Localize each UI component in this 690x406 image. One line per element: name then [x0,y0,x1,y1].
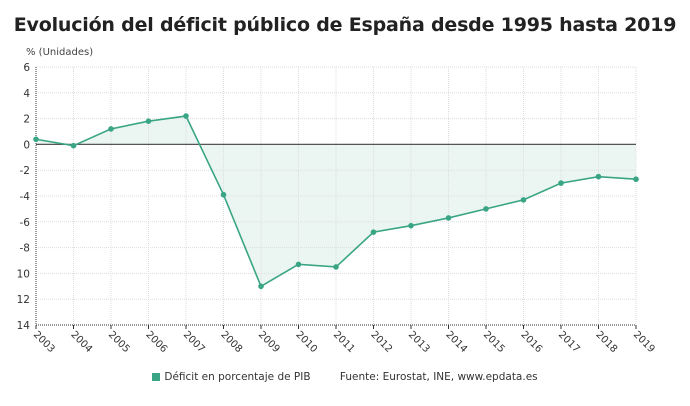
x-tick-label: 2009 [256,329,282,355]
x-tick-label: 2008 [218,329,244,355]
x-tick-label: 2010 [293,329,319,355]
x-tick-label: 2012 [368,329,394,355]
y-tick-label: 14 [17,320,31,332]
x-tick-label: 2006 [143,329,169,355]
x-tick-label: 2007 [181,329,207,355]
legend-swatch [152,373,161,381]
y-tick-label: -8 [20,243,30,255]
y-tick-label: -4 [20,191,31,203]
x-tick-label: 2019 [631,329,657,355]
data-point [445,215,452,221]
data-point [333,264,339,270]
data-point [633,176,639,183]
x-tick-label: 2013 [406,329,432,355]
data-point [183,113,189,119]
y-tick-label: 2 [23,114,30,126]
data-point [408,222,414,229]
data-point [70,142,77,149]
data-point [520,197,527,203]
data-point [370,229,377,235]
y-tick-label: 10 [17,268,30,280]
y-tick-label: -2 [20,165,30,177]
x-tick-label: 2018 [593,329,619,355]
x-tick-label: 2003 [31,329,57,355]
x-tick-label: 2014 [443,329,469,355]
data-point [295,261,302,268]
legend: Déficit en porcentaje de PIB Fuente: Eur… [0,371,690,383]
y-tick-label: 6 [23,62,30,74]
data-point [483,206,489,212]
x-tick-label: 2004 [68,329,94,355]
legend-label: Déficit en porcentaje de PIB [164,371,311,383]
y-tick-label: 4 [23,88,30,100]
data-point [220,191,227,198]
x-tick-label: 2015 [481,329,507,355]
data-point [258,283,264,290]
chart-title: Evolución del déficit público de España … [13,14,677,36]
y-axis-label: % (Unidades) [26,47,94,58]
x-tick-label: 2017 [556,329,582,355]
data-point [108,126,114,132]
data-point [558,180,564,186]
source-note: Fuente: Eurostat, INE, www.epdata.es [339,371,538,383]
x-tick-label: 2005 [106,329,132,355]
y-tick-label: 12 [17,294,30,306]
data-point [145,118,152,124]
data-point [33,136,39,143]
data-point [595,173,602,180]
y-tick-label: 0 [23,139,30,151]
y-tick-label: -6 [20,217,31,229]
x-tick-label: 2011 [331,329,357,355]
x-tick-label: 2016 [518,329,544,355]
